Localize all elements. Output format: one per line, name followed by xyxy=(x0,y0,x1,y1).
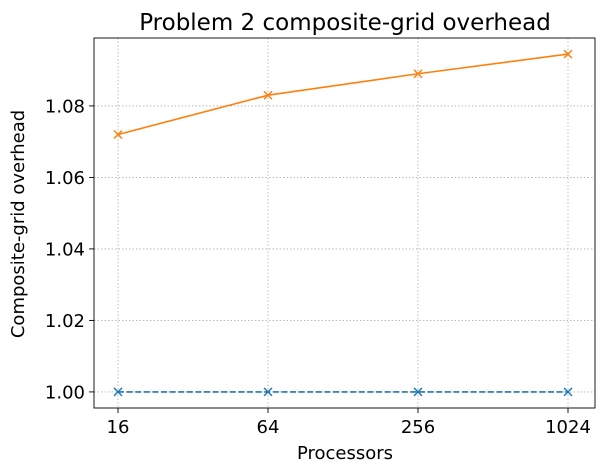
data-point xyxy=(263,387,273,397)
series-layer xyxy=(113,49,573,397)
data-point xyxy=(113,387,123,397)
marker-x-stroke xyxy=(563,387,573,397)
grid-lines xyxy=(94,38,595,408)
y-tick-label: 1.08 xyxy=(45,96,85,117)
y-tick-label: 1.02 xyxy=(45,311,85,332)
marker-x-stroke xyxy=(113,130,123,140)
data-point xyxy=(413,69,423,79)
axis-ticks: 16 64 256 1024 1.00 1.02 1.04 1.06 1.08 xyxy=(45,96,591,438)
x-tick-label: 256 xyxy=(401,417,435,438)
y-tick-label: 1.04 xyxy=(45,239,85,260)
data-point xyxy=(113,130,123,140)
y-tick-label: 1.00 xyxy=(45,382,85,403)
y-axis-label: Composite-grid overhead xyxy=(8,110,29,338)
chart-title: Problem 2 composite-grid overhead xyxy=(139,10,551,36)
x-axis-label: Processors xyxy=(297,443,393,464)
x-tick-label: 64 xyxy=(257,417,280,438)
data-point xyxy=(413,387,423,397)
marker-x-stroke xyxy=(413,69,423,79)
y-tick-label: 1.06 xyxy=(45,168,85,189)
data-point xyxy=(563,387,573,397)
marker-x-stroke xyxy=(563,49,573,59)
marker-x-stroke xyxy=(113,387,123,397)
marker-x-stroke xyxy=(263,90,273,100)
x-tick-label: 1024 xyxy=(545,417,591,438)
marker-x-stroke xyxy=(413,387,423,397)
marker-x-stroke xyxy=(263,387,273,397)
data-point xyxy=(563,49,573,59)
data-point xyxy=(263,90,273,100)
x-tick-label: 16 xyxy=(107,417,130,438)
plot-frame xyxy=(93,37,596,409)
series-line-2 xyxy=(117,53,569,136)
